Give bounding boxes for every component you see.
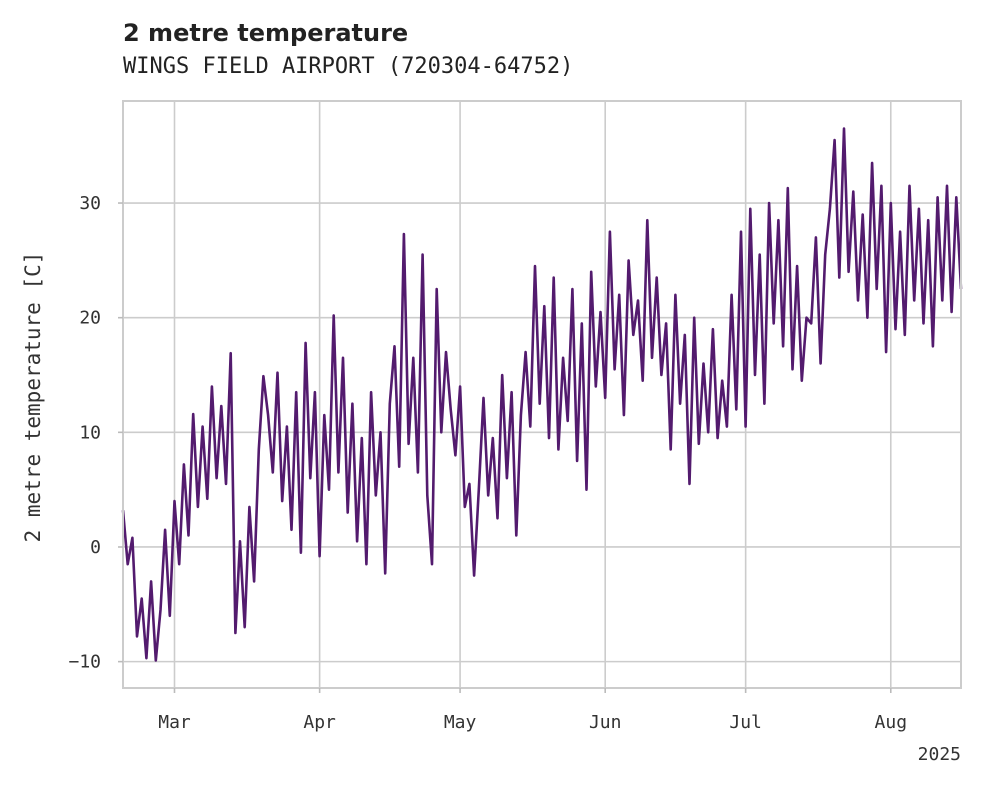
y-tick-label: 30 [79,193,101,214]
x-axis-offset-label: 2025 [918,744,961,765]
y-tick-label: −10 [68,652,101,673]
y-tick-label: 20 [79,308,101,329]
temperature-series-line [121,127,963,662]
x-tick-label: Mar [158,712,191,733]
x-tick-label: Jul [729,712,762,733]
chart-subtitle: WINGS FIELD AIRPORT (720304-64752) [123,54,573,79]
x-tick-label: Apr [303,712,336,733]
chart-title: 2 metre temperature [123,19,408,47]
y-tick-label: 10 [79,422,101,443]
y-tick-label: 0 [90,537,101,558]
x-tick-label: Aug [875,712,908,733]
plot-frame [122,100,962,689]
x-tick-label: May [444,712,477,733]
axis-ticks: −10 0 10 20 30 Mar Apr May Jun Jul Aug [68,193,907,733]
x-tick-label: Jun [589,712,622,733]
series-layer [121,127,963,662]
y-axis-label: 2 metre temperature [C] [21,252,45,543]
